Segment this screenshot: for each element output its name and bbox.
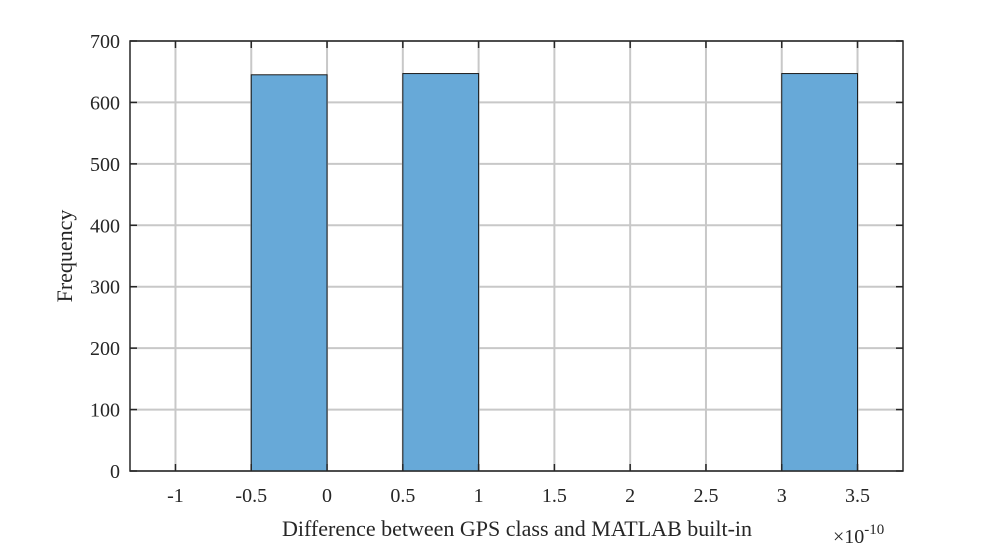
x-axis-label: Difference between GPS class and MATLAB …: [282, 516, 752, 541]
x-tick-label: -0.5: [235, 485, 267, 507]
x-tick-label: 3: [777, 485, 787, 507]
y-tick-label: 0: [110, 461, 120, 483]
histogram-bar: [402, 73, 480, 472]
histogram-bar: [250, 74, 328, 472]
y-tick-label: 700: [90, 31, 120, 53]
x-exponent-base: ×10: [833, 526, 864, 547]
x-tick-labels: -1 -0.5 0 0.5 1 1.5 2 2.5 3 3.5: [167, 485, 870, 507]
x-exponent-label: ×10-10: [833, 522, 884, 547]
y-tick-labels: 0 100 200 300 400 500 600 700: [90, 31, 120, 483]
x-tick-label: 1.5: [542, 485, 567, 507]
y-tick-label: 500: [90, 154, 120, 176]
y-tick-label: 400: [90, 215, 120, 237]
histogram-bars: [250, 73, 859, 472]
x-exponent-power: -10: [864, 522, 884, 538]
x-tick-label: 0.5: [390, 485, 415, 507]
tick-marks: [130, 40, 903, 472]
axes-box: [129, 40, 904, 472]
x-tick-label: 3.5: [845, 485, 870, 507]
y-tick-label: 200: [90, 338, 120, 360]
y-tick-label: 300: [90, 277, 120, 299]
histogram-bar: [781, 73, 859, 472]
y-tick-label: 100: [90, 400, 120, 422]
x-tick-label: 1: [474, 485, 484, 507]
x-tick-label: 0: [322, 485, 332, 507]
x-tick-label: 2.5: [693, 485, 718, 507]
y-axis-label: Frequency: [52, 210, 77, 303]
x-tick-label: -1: [167, 485, 184, 507]
x-tick-label: 2: [625, 485, 635, 507]
y-tick-label: 600: [90, 92, 120, 114]
